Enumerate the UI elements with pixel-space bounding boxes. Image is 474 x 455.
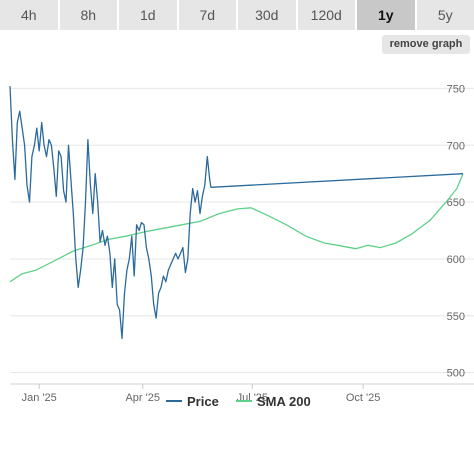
tab-7d[interactable]: 7d [178, 0, 236, 30]
tab-8h[interactable]: 8h [59, 0, 117, 30]
legend-sma-200-label: SMA 200 [257, 394, 311, 409]
price-series-line [9, 86, 464, 340]
timeframe-tabs: 4h 8h 1d 7d 30d 120d 1y 5y [0, 0, 474, 30]
tab-1y[interactable]: 1y [357, 0, 415, 30]
remove-graph-button[interactable]: remove graph [382, 35, 470, 54]
tab-1d[interactable]: 1d [119, 0, 177, 30]
y-tick-label: 600 [447, 254, 465, 266]
tab-30d[interactable]: 30d [238, 0, 296, 30]
y-tick-label: 700 [447, 140, 465, 152]
x-tick-label: Oct '25 [346, 392, 381, 404]
tab-5y[interactable]: 5y [416, 0, 474, 30]
y-tick-label: 650 [447, 197, 465, 209]
legend-price-label: Price [187, 394, 219, 409]
tab-4h[interactable]: 4h [0, 0, 58, 30]
y-tick-label: 500 [447, 368, 465, 380]
x-tick-label: Apr '25 [125, 392, 160, 404]
y-tick-label: 750 [447, 83, 465, 95]
x-tick-label: Jan '25 [22, 392, 57, 404]
y-tick-label: 550 [447, 311, 465, 323]
tab-120d[interactable]: 120d [297, 0, 355, 30]
sma-200-series-line [9, 173, 464, 283]
